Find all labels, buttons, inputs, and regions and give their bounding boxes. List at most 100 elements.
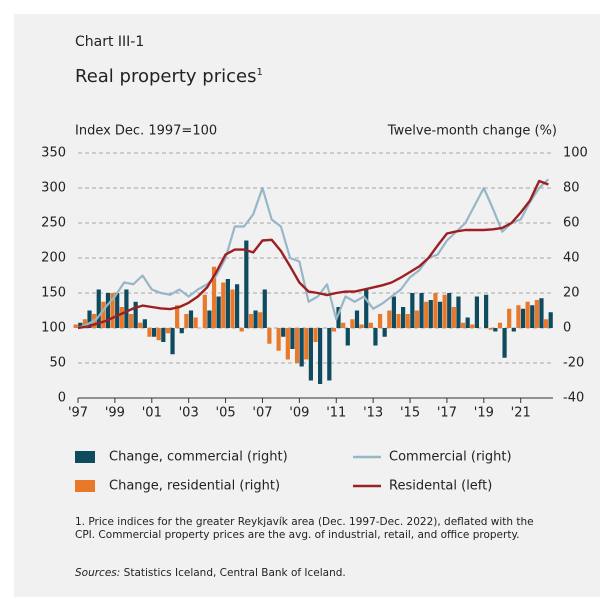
chart: Index Dec. 1997=100 Twelve-month change …	[41, 124, 588, 494]
bar	[151, 328, 157, 337]
bar	[170, 328, 175, 355]
sources-text: Statistics Iceland, Central Bank of Icel…	[123, 567, 346, 579]
y-tick-label: 350	[41, 146, 66, 161]
bar	[451, 307, 456, 328]
bar	[401, 307, 406, 328]
x-tick-label: '13	[363, 406, 383, 421]
y-tick-label: 250	[41, 216, 66, 231]
bar	[368, 322, 373, 328]
bar	[520, 308, 526, 328]
bar	[156, 328, 161, 341]
bar	[211, 266, 217, 328]
x-tick-label: '21	[511, 406, 531, 421]
bar	[193, 317, 198, 328]
bar	[313, 328, 318, 342]
bar	[285, 328, 290, 360]
x-tick-label: '07	[252, 406, 272, 421]
bar	[382, 328, 387, 337]
bar	[405, 314, 410, 328]
title-superscript: 1	[256, 67, 263, 78]
x-tick-label: '19	[474, 406, 494, 421]
bar	[87, 310, 92, 328]
bar	[124, 289, 129, 328]
bar	[110, 293, 115, 328]
bar	[175, 305, 180, 328]
title-text: Real property prices	[75, 66, 257, 87]
bar	[525, 301, 530, 328]
y-tick-label: 300	[41, 181, 66, 196]
bar	[184, 314, 189, 328]
bar	[188, 310, 194, 328]
bar	[78, 322, 83, 328]
x-tick-label: '03	[179, 406, 199, 421]
x-tick-label: '11	[326, 406, 346, 421]
bar	[484, 294, 489, 328]
bar	[290, 328, 295, 349]
bar	[341, 322, 346, 328]
legend-label: Change, commercial (right)	[109, 450, 288, 465]
bar	[202, 294, 207, 328]
bar	[101, 301, 106, 328]
bar	[396, 314, 401, 328]
bar	[391, 296, 396, 328]
bar	[276, 328, 281, 351]
y2-tick-label: 0	[563, 321, 571, 336]
bar	[221, 282, 226, 328]
y2-tick-label: 40	[563, 251, 580, 266]
bar	[465, 317, 470, 328]
y-axis-label: Index Dec. 1997=100	[75, 124, 217, 139]
bar	[433, 293, 438, 328]
line	[77, 179, 549, 330]
bar	[447, 293, 452, 328]
x-tick-label: '15	[400, 406, 420, 421]
bar	[456, 296, 461, 328]
y2-tick-label: -20	[563, 356, 584, 371]
bar	[225, 279, 230, 328]
bar	[373, 328, 378, 346]
bar	[258, 312, 263, 328]
chart-title: Real property prices1	[75, 66, 263, 87]
bar	[354, 310, 360, 328]
y2-axis-label: Twelve-month change (%)	[387, 124, 557, 139]
chart-label: Chart III-1	[75, 34, 145, 50]
bar	[502, 328, 507, 358]
y2-tick-label: 20	[563, 286, 580, 301]
bar	[331, 328, 337, 332]
bar	[488, 328, 493, 330]
y2-tick-label: 60	[563, 216, 580, 231]
bar	[179, 328, 184, 334]
line	[77, 178, 550, 330]
bar	[82, 319, 88, 328]
bar	[507, 308, 512, 328]
bar	[216, 296, 221, 328]
bar	[543, 319, 549, 328]
bar	[511, 328, 516, 332]
bar	[147, 328, 152, 337]
sources: Sources: Statistics Iceland, Central Ban…	[75, 567, 346, 579]
y2-tick-label: -40	[563, 391, 584, 406]
bar	[165, 328, 171, 334]
x-tick-label: '05	[216, 406, 236, 421]
footnote: 1. Price indices for the greater Reykjav…	[75, 516, 534, 541]
bar	[318, 328, 323, 384]
y-tick-label: 0	[58, 391, 66, 406]
bar	[534, 300, 539, 328]
bar	[115, 293, 120, 328]
bar	[359, 324, 364, 328]
y-tick-label: 200	[41, 251, 66, 266]
bar	[262, 289, 267, 328]
bar	[119, 307, 124, 328]
bar	[474, 296, 480, 328]
bar	[267, 328, 272, 344]
bar	[133, 301, 138, 328]
x-tick-label: '97	[68, 406, 88, 421]
bar	[414, 310, 420, 328]
bar	[539, 298, 544, 328]
bar	[345, 328, 350, 346]
bar	[230, 289, 235, 328]
sources-label: Sources:	[75, 567, 121, 579]
bar	[442, 294, 447, 328]
x-tick-label: '17	[437, 406, 457, 421]
bar	[142, 319, 147, 328]
